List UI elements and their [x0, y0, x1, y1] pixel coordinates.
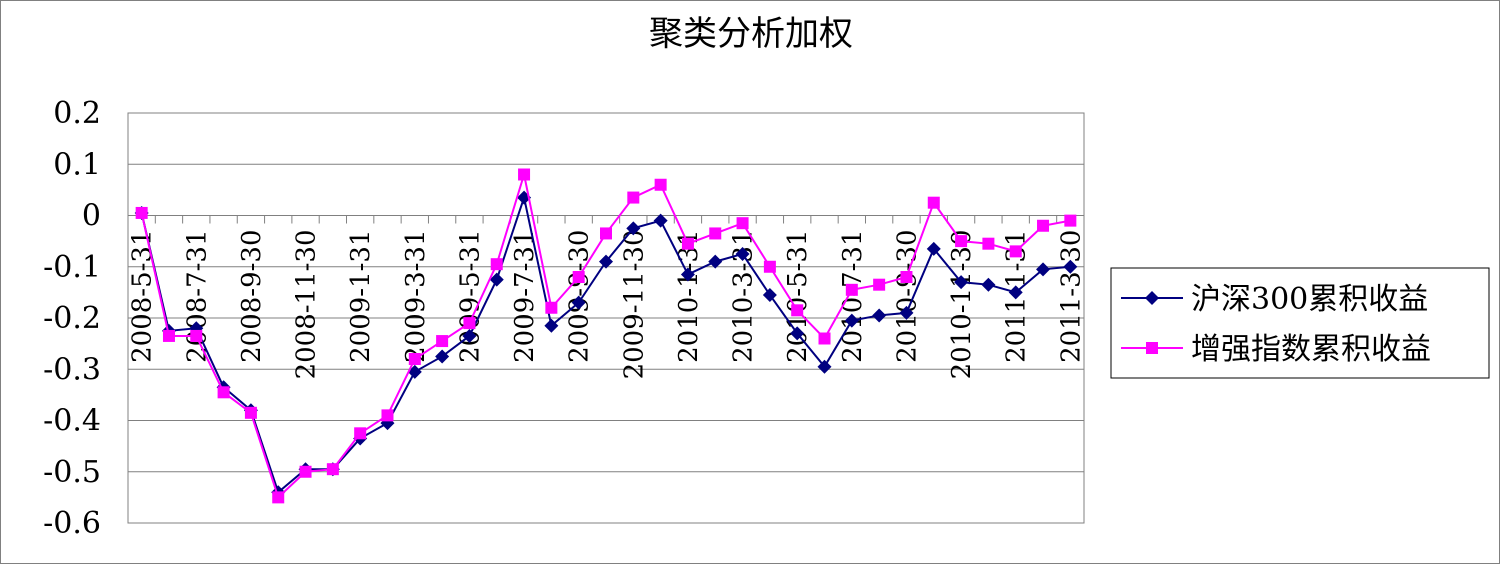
- data-point-square: [408, 353, 421, 365]
- data-point-square: [845, 283, 858, 296]
- data-point-square: [217, 386, 230, 399]
- data-point-square: [190, 329, 203, 342]
- data-point-diamond: [981, 277, 996, 292]
- y-tick-label: -0.4: [43, 404, 101, 439]
- data-point-square: [900, 271, 913, 283]
- y-tick-label: -0.6: [43, 506, 101, 541]
- data-point-square: [709, 227, 722, 240]
- data-point-square: [1064, 214, 1077, 227]
- x-tick-label: 2008-11-30: [292, 230, 322, 380]
- data-point-square: [299, 465, 312, 478]
- x-tick-label: 2010-1-31: [674, 230, 704, 363]
- legend-box: [1110, 267, 1490, 379]
- series-lines: [134, 168, 1078, 504]
- y-tick-label: -0.5: [43, 455, 101, 490]
- data-point-diamond: [489, 272, 504, 287]
- x-tick-label: 2009-9-30: [565, 230, 595, 363]
- legend-label-enhanced: 增强指数累积收益: [1191, 332, 1431, 367]
- data-point-diamond: [762, 287, 777, 302]
- data-point-square: [162, 329, 175, 342]
- data-point-diamond: [844, 313, 859, 328]
- data-point-square: [654, 178, 667, 191]
- data-point-square: [818, 332, 831, 345]
- x-tick-label: 2010-7-31: [838, 230, 868, 363]
- x-tick-label: 2009-1-31: [346, 230, 376, 363]
- data-point-square: [791, 304, 804, 317]
- x-tick-label: 2008-7-31: [182, 229, 212, 362]
- y-tick-label: 0.1: [53, 147, 101, 182]
- x-tick-label: 2010-11-30: [947, 230, 977, 380]
- data-point-diamond: [544, 318, 559, 333]
- data-point-diamond: [1008, 285, 1023, 300]
- data-point-square: [1009, 245, 1022, 258]
- x-tick-label: 2009-11-30: [619, 230, 649, 380]
- data-point-diamond: [872, 308, 887, 323]
- data-point-square: [354, 427, 367, 440]
- legend-marker-diamond: [1145, 291, 1159, 305]
- data-point-diamond: [680, 267, 695, 282]
- data-point-square: [927, 196, 940, 209]
- data-point-diamond: [599, 254, 613, 269]
- data-point-square: [681, 237, 694, 250]
- data-point-diamond: [653, 213, 668, 228]
- data-point-square: [572, 271, 585, 283]
- data-point-square: [272, 491, 285, 504]
- data-point-square: [982, 237, 995, 250]
- data-point-diamond: [954, 275, 969, 290]
- x-tick-label: 2010-9-30: [892, 230, 922, 363]
- x-tick-label: 2008-5-31: [128, 230, 158, 363]
- data-point-square: [955, 235, 968, 248]
- data-point-square: [135, 206, 148, 219]
- data-point-square: [244, 406, 257, 419]
- data-point-square: [518, 168, 531, 181]
- data-point-diamond: [708, 254, 723, 269]
- data-point-diamond: [790, 326, 805, 341]
- data-point-diamond: [462, 328, 477, 343]
- data-point-square: [627, 191, 640, 204]
- data-point-square: [545, 301, 558, 314]
- y-axis-ticks: 0.2 0.1 0 -0.1 -0.2 -0.3 -0.4 -0.5 -0.6: [43, 96, 101, 541]
- legend-marker-square: [1146, 342, 1158, 354]
- data-point-diamond: [899, 305, 914, 320]
- data-point-square: [463, 317, 476, 330]
- legend-label-hs300: 沪深300累积收益: [1191, 282, 1428, 317]
- data-point-square: [490, 258, 503, 271]
- y-tick-label: -0.2: [43, 301, 101, 336]
- data-point-diamond: [926, 241, 941, 256]
- x-tick-label: 2011-3-30: [1056, 230, 1086, 363]
- x-tick-label: 2009-3-31: [401, 230, 431, 363]
- data-point-square: [326, 463, 339, 476]
- x-axis: [127, 215, 1085, 224]
- data-point-square: [763, 260, 776, 273]
- y-tick-label: -0.1: [43, 250, 101, 285]
- data-point-diamond: [735, 246, 750, 261]
- data-point-diamond: [817, 359, 832, 374]
- y-tick-label: -0.3: [43, 352, 101, 387]
- data-point-diamond: [1063, 259, 1078, 274]
- data-point-square: [436, 335, 449, 348]
- data-point-square: [1037, 219, 1050, 232]
- chart-title: 聚类分析加权: [649, 14, 853, 54]
- y-tick-label: 0.2: [53, 96, 101, 131]
- data-point-diamond: [571, 295, 586, 310]
- data-point-diamond: [435, 349, 450, 364]
- y-tick-label: 0: [82, 199, 101, 234]
- data-point-square: [736, 217, 749, 230]
- data-point-diamond: [626, 221, 641, 236]
- data-point-diamond: [1036, 262, 1051, 277]
- data-point-square: [873, 278, 886, 291]
- data-point-square: [600, 227, 612, 240]
- legend: 沪深300累积收益 增强指数累积收益: [1110, 267, 1490, 379]
- gridlines: [128, 112, 1084, 524]
- data-point-square: [381, 409, 394, 422]
- series-enhanced: [135, 168, 1077, 504]
- x-tick-label: 2008-9-30: [237, 230, 267, 363]
